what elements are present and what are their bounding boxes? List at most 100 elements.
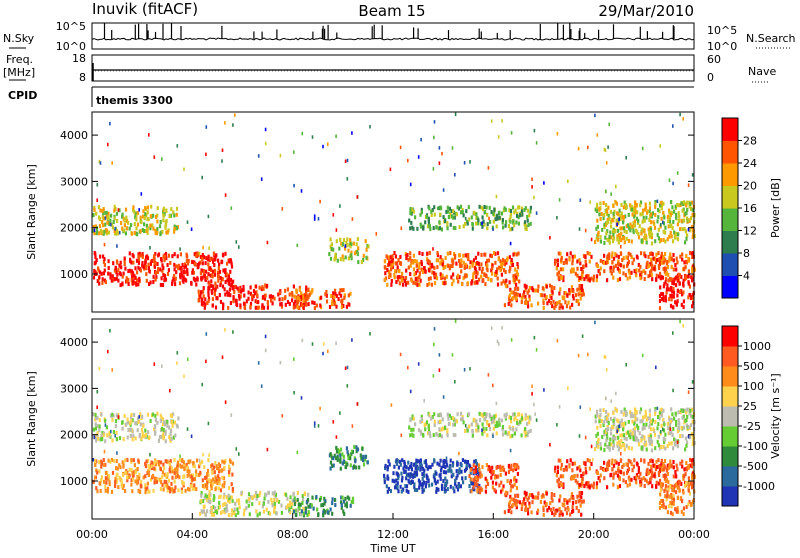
echo-cell [273, 510, 275, 514]
echo-cell [362, 455, 364, 459]
echo-cell [619, 270, 621, 274]
echo-cell [389, 463, 391, 467]
echo-cell [599, 201, 601, 205]
echo-cell [513, 478, 515, 482]
echo-cell [635, 229, 637, 233]
echo-cell [683, 200, 685, 204]
echo-cell [515, 292, 517, 296]
echo-cell [238, 245, 240, 249]
echo-cell [471, 264, 473, 268]
echo-cell [461, 463, 463, 467]
echo-cell [498, 418, 500, 422]
echo-cell [662, 202, 664, 206]
echo-cell [263, 287, 265, 291]
echo-cell [188, 460, 190, 464]
echo-cell [683, 467, 685, 471]
echo-cell [583, 264, 585, 268]
echo-cell [603, 261, 605, 265]
echo-cell [225, 193, 227, 197]
echo-cell [177, 266, 179, 270]
echo-cell [94, 229, 96, 233]
echo-cell [250, 285, 252, 289]
echo-cell [106, 211, 108, 215]
echo-cell [628, 213, 630, 217]
echo-cell [97, 266, 99, 270]
echo-cell [659, 306, 661, 310]
echo-cell [210, 484, 212, 488]
echo-cell [530, 429, 532, 433]
echo-cell [467, 460, 469, 464]
echo-cell [212, 260, 214, 264]
echo-cell [523, 293, 525, 297]
echo-cell [679, 273, 681, 277]
echo-cell [681, 227, 683, 231]
echo-cell [603, 420, 605, 424]
echo-cell [456, 419, 458, 423]
echo-cell [578, 465, 580, 469]
echo-cell [587, 458, 589, 462]
echo-cell [469, 160, 471, 164]
echo-cell [671, 441, 673, 445]
echo-cell [342, 496, 344, 500]
echo-cell [654, 420, 656, 424]
echo-cell [596, 410, 598, 414]
echo-cell [637, 426, 639, 430]
echo-cell [99, 424, 101, 428]
echo-cell [672, 487, 674, 491]
echo-cell [294, 502, 296, 506]
echo-cell [108, 231, 110, 235]
echo-cell [480, 487, 482, 491]
echo-cell [656, 465, 658, 469]
echo-cell [265, 349, 267, 353]
echo-cell [616, 202, 618, 206]
echo-cell [144, 490, 146, 494]
echo-cell [486, 213, 488, 217]
echo-cell [523, 500, 525, 504]
echo-cell [347, 450, 349, 454]
echo-cell [552, 300, 554, 304]
echo-cell [174, 421, 176, 425]
echo-cell [649, 206, 651, 210]
echo-cell [231, 513, 233, 517]
echo-cell [456, 469, 458, 473]
echo-cell [617, 474, 619, 478]
echo-cell [688, 489, 690, 493]
echo-cell [409, 226, 411, 230]
echo-cell [137, 467, 139, 471]
echo-cell [651, 277, 653, 281]
echo-cell [615, 264, 617, 268]
echo-cell [685, 275, 687, 279]
echo-cell [168, 254, 170, 258]
echo-cell [669, 179, 671, 183]
echo-cell [361, 447, 363, 451]
echo-cell [495, 482, 497, 486]
echo-cell [632, 468, 634, 472]
echo-cell [632, 261, 634, 265]
echo-cell [272, 301, 274, 305]
echo-cell [353, 445, 355, 449]
echo-cell [489, 413, 491, 417]
echo-cell [294, 295, 296, 299]
echo-cell [496, 215, 498, 219]
echo-cell [615, 185, 617, 189]
echo-cell [675, 508, 677, 512]
echo-cell [502, 258, 504, 262]
echo-cell [340, 467, 342, 471]
echo-cell [620, 439, 622, 443]
echo-cell [200, 291, 202, 295]
echo-cell [585, 467, 587, 471]
echo-cell [510, 449, 512, 453]
echo-cell [462, 254, 464, 258]
echo-cell [346, 446, 348, 450]
echo-cell [307, 505, 309, 509]
echo-cell [570, 251, 572, 255]
echo-cell [638, 442, 640, 446]
echo-cell [566, 511, 568, 515]
echo-cell [546, 492, 548, 496]
echo-cell [684, 212, 686, 216]
echo-cell [603, 201, 605, 205]
echo-cell [508, 509, 510, 513]
echo-cell [603, 408, 605, 412]
echo-cell [226, 504, 228, 508]
echo-cell [450, 470, 452, 474]
